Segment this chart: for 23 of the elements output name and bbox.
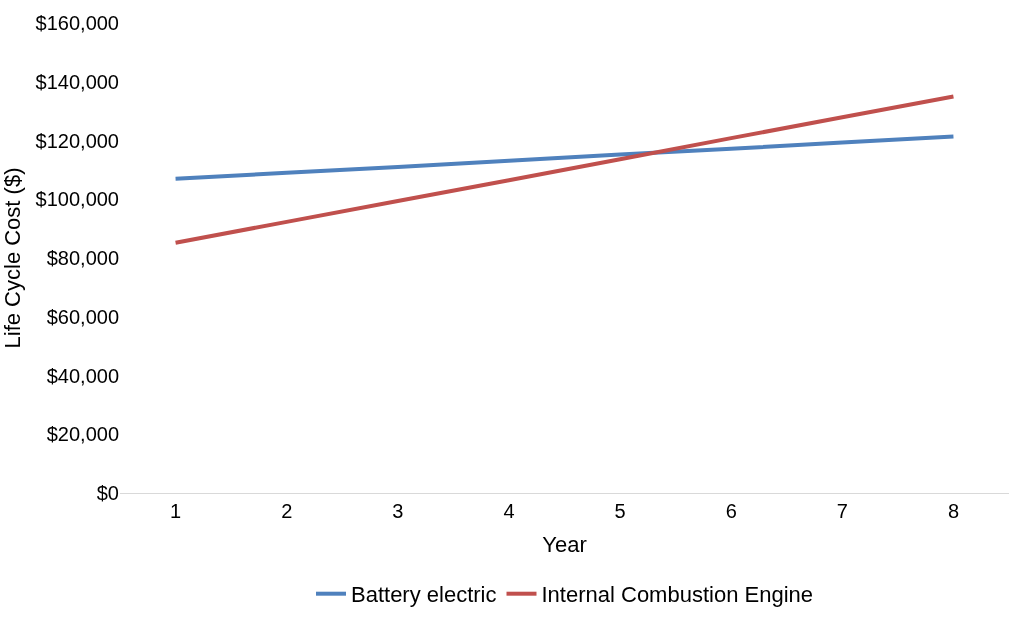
- x-tick-label: 2: [281, 500, 293, 522]
- y-axis-title: Life Cycle Cost ($): [0, 167, 26, 349]
- y-tick-label: $80,000: [46, 247, 119, 269]
- x-tick-label: 7: [836, 500, 848, 522]
- x-tick-label: 4: [503, 500, 515, 522]
- y-tick-label: $0: [96, 482, 119, 504]
- y-tick-label: $120,000: [35, 129, 119, 152]
- x-tick-label: 5: [614, 500, 626, 522]
- x-tick-label: 8: [947, 500, 959, 522]
- y-tick-label: $160,000: [35, 12, 119, 34]
- y-tick-label: $60,000: [46, 305, 119, 328]
- x-tick-label: 1: [170, 500, 182, 522]
- y-tick-label: $40,000: [46, 364, 119, 387]
- line-series: [173, 134, 956, 181]
- x-axis-title: Year: [542, 531, 587, 557]
- y-tick-label: $20,000: [46, 423, 119, 446]
- legend-label: Battery electric: [351, 582, 497, 608]
- y-tick-label: $140,000: [35, 70, 119, 93]
- x-tick-label: 6: [725, 500, 737, 522]
- line-series: [173, 94, 956, 245]
- legend-label: Internal Combustion Engine: [541, 582, 813, 608]
- y-tick-label: $100,000: [35, 188, 119, 211]
- x-tick-label: 3: [392, 500, 404, 522]
